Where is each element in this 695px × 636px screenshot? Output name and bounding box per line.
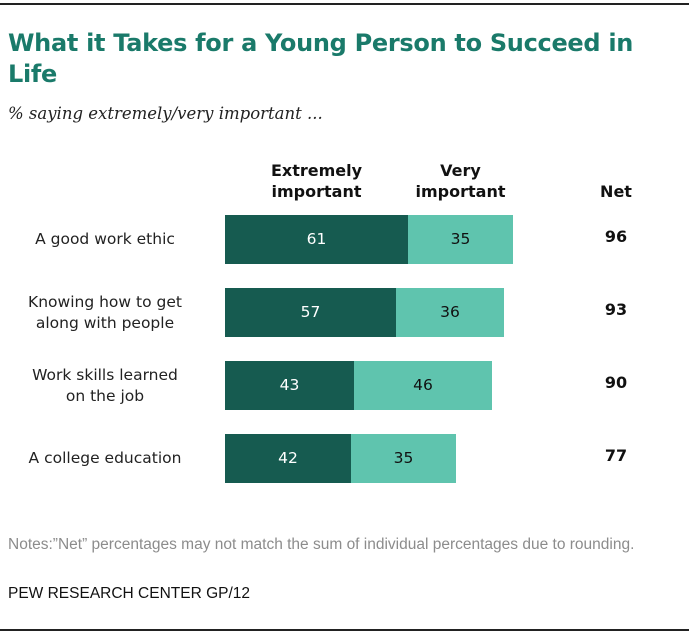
bar-very-important (351, 434, 456, 483)
bar-value-very-important: 36 (440, 303, 460, 321)
chart-title: What it Takes for a Young Person to Succ… (8, 29, 634, 88)
chart-notes: Notes:”Net” percentages may not match th… (8, 536, 635, 553)
bar-value-very-important: 46 (413, 376, 433, 394)
top-rule (0, 3, 689, 5)
category-label-line: Work skills learned (32, 365, 178, 384)
bar-value-very-important: 35 (450, 230, 471, 248)
legend-label-line: Very (440, 161, 481, 180)
chart-source: PEW RESEARCH CENTER GP/12 (8, 585, 251, 602)
bar-value-extremely-important: 61 (306, 230, 327, 248)
bar-value-extremely-important: 42 (278, 449, 298, 467)
bar-extremely-important (225, 361, 354, 410)
net-column-header: Net (600, 182, 632, 201)
bar-extremely-important (225, 288, 396, 337)
net-value: 93 (604, 300, 628, 319)
legend-label-line: important (271, 182, 362, 201)
legend-extremely-important: Extremely important (237, 160, 397, 202)
legend-very-important: Very important (381, 160, 541, 202)
bar-extremely-important (225, 434, 351, 483)
bar-very-important (354, 361, 492, 410)
bar-value-very-important: 35 (393, 449, 414, 467)
chart-subtitle: % saying extremely/very important ... (8, 104, 323, 123)
bar-very-important (396, 288, 504, 337)
category-label-line: on the job (65, 386, 145, 405)
bar-value-extremely-important: 57 (300, 303, 321, 321)
category-label-line: along with people (35, 313, 175, 332)
category-label: A college education (0, 448, 210, 469)
category-label: Work skills learned on the job (0, 365, 210, 407)
bottom-rule (0, 629, 689, 631)
category-label-line: Knowing how to get (28, 292, 182, 311)
net-value: 96 (604, 227, 628, 246)
net-value: 90 (604, 373, 628, 392)
category-label-line: A college education (28, 449, 182, 467)
bar-value-extremely-important: 43 (279, 376, 300, 394)
category-label: Knowing how to get along with people (0, 292, 210, 334)
legend-label-line: Extremely (270, 161, 363, 180)
category-label: A good work ethic (0, 229, 210, 250)
category-label-line: A good work ethic (35, 230, 175, 248)
net-value: 77 (604, 446, 628, 465)
bar-extremely-important (225, 215, 408, 264)
legend-label-line: important (415, 182, 506, 201)
bar-very-important (408, 215, 513, 264)
